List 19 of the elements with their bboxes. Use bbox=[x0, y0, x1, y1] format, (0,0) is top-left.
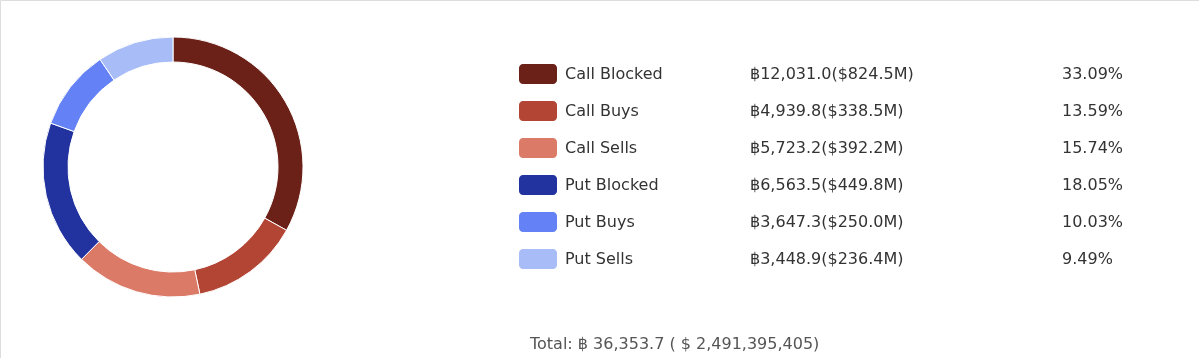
text: 10.03% bbox=[1062, 212, 1124, 231]
data-label: ฿3,448.9($236.4M) bbox=[750, 249, 904, 268]
data-label: ฿3,647.3($250.0M) bbox=[750, 212, 904, 231]
legend-label: Put Buys bbox=[565, 212, 635, 231]
data-label: ฿12,031.0($824.5M) bbox=[750, 64, 914, 83]
legend-label: Call Blocked bbox=[565, 64, 663, 83]
text: 15.74% bbox=[1062, 138, 1124, 157]
text: 9.49% bbox=[1062, 249, 1113, 268]
data-label: ฿5,723.2($392.2M) bbox=[750, 138, 904, 157]
legend-label: Put Sells bbox=[565, 249, 634, 268]
data-label: ฿6,563.5($449.8M) bbox=[750, 175, 904, 194]
text: 18.05% bbox=[1062, 175, 1124, 194]
legend-label: Put Blocked bbox=[565, 175, 659, 194]
text: 33.09% bbox=[1062, 64, 1124, 83]
legend-label: Call Buys bbox=[565, 101, 639, 120]
text: 13.59% bbox=[1062, 101, 1124, 120]
text: Total: ฿ 36,353.7 ( $ 2,491,395,405) bbox=[529, 334, 820, 353]
data-label: ฿4,939.8($338.5M) bbox=[750, 101, 904, 120]
legend-label: Call Sells bbox=[565, 138, 638, 157]
